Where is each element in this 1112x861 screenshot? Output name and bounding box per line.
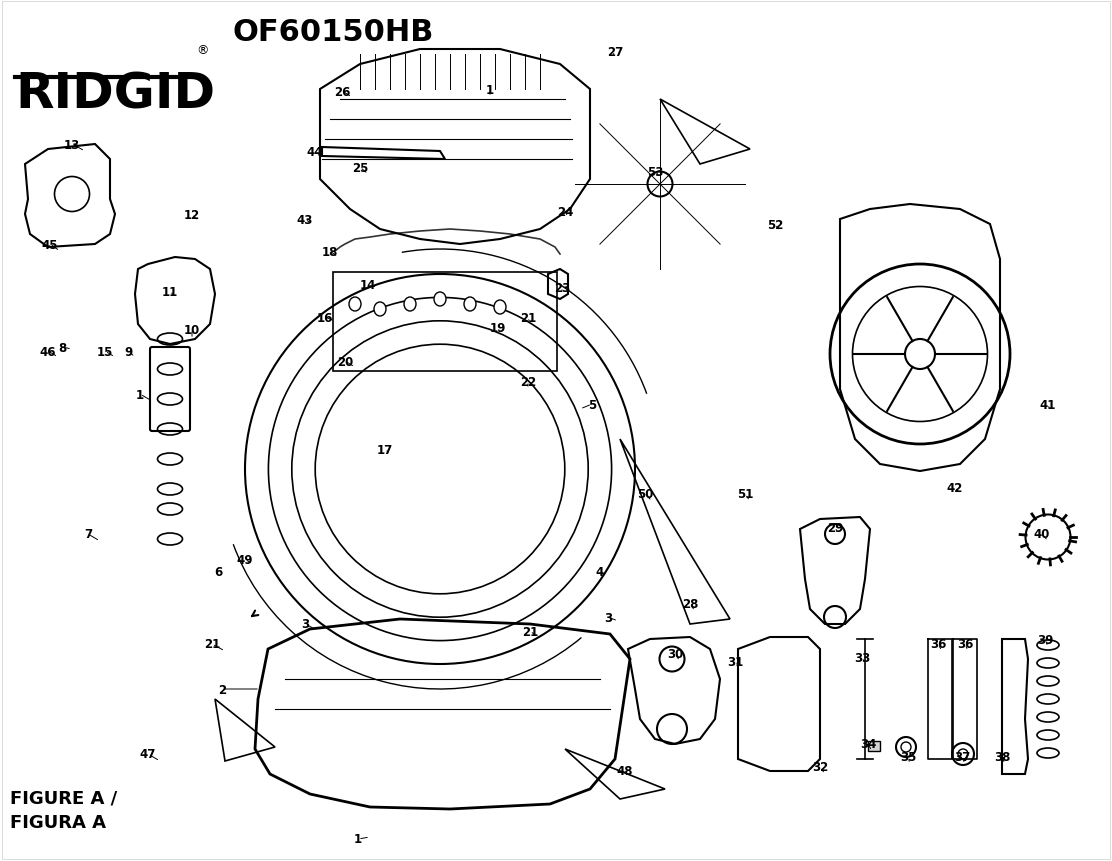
Text: 9: 9 — [123, 345, 132, 358]
Text: 22: 22 — [520, 375, 536, 388]
Text: 13: 13 — [63, 139, 80, 152]
Text: 24: 24 — [557, 205, 573, 218]
Text: OF60150HB: OF60150HB — [232, 18, 434, 47]
Text: 35: 35 — [900, 751, 916, 764]
Text: 45: 45 — [42, 238, 58, 251]
Text: 7: 7 — [83, 528, 92, 541]
Text: 25: 25 — [351, 161, 368, 174]
Text: 28: 28 — [682, 598, 698, 610]
Text: 31: 31 — [727, 654, 743, 668]
Text: 36: 36 — [956, 638, 973, 651]
Ellipse shape — [434, 293, 446, 307]
Text: 1: 1 — [354, 833, 363, 846]
Text: 50: 50 — [637, 488, 653, 501]
Text: 15: 15 — [97, 345, 113, 358]
Text: 1: 1 — [136, 388, 145, 401]
Ellipse shape — [647, 172, 673, 197]
Text: 34: 34 — [860, 738, 876, 751]
Text: 11: 11 — [162, 285, 178, 298]
Text: 32: 32 — [812, 760, 828, 773]
Ellipse shape — [349, 298, 361, 312]
Text: ®: ® — [196, 44, 209, 57]
Text: 16: 16 — [317, 311, 334, 324]
Text: 26: 26 — [334, 85, 350, 98]
Ellipse shape — [464, 298, 476, 312]
Text: 40: 40 — [1034, 528, 1050, 541]
Text: 21: 21 — [522, 625, 538, 638]
Text: 10: 10 — [183, 323, 200, 336]
Text: 29: 29 — [827, 521, 843, 534]
Text: 46: 46 — [40, 345, 57, 358]
Text: 19: 19 — [489, 321, 506, 334]
Text: 17: 17 — [377, 443, 394, 456]
Text: 8: 8 — [58, 341, 66, 354]
Text: 52: 52 — [767, 218, 783, 232]
Text: 12: 12 — [183, 208, 200, 221]
Text: 39: 39 — [1036, 633, 1053, 646]
Ellipse shape — [404, 298, 416, 312]
Text: 27: 27 — [607, 46, 623, 59]
Text: 30: 30 — [667, 647, 683, 660]
Ellipse shape — [374, 303, 386, 317]
Text: 44: 44 — [307, 146, 324, 158]
Text: 37: 37 — [954, 751, 970, 764]
Text: 41: 41 — [1040, 398, 1056, 411]
Text: 3: 3 — [301, 618, 309, 631]
Text: 51: 51 — [737, 488, 753, 501]
Text: 3: 3 — [604, 610, 612, 623]
Text: 2: 2 — [218, 683, 226, 696]
Text: 36: 36 — [930, 638, 946, 651]
Ellipse shape — [494, 300, 506, 314]
Text: 33: 33 — [854, 651, 870, 664]
Text: 5: 5 — [588, 398, 596, 411]
Text: 14: 14 — [360, 278, 376, 291]
Text: 49: 49 — [237, 553, 254, 566]
Text: 47: 47 — [140, 747, 156, 760]
Text: 48: 48 — [617, 765, 633, 777]
Text: 1: 1 — [486, 84, 494, 96]
Text: 43: 43 — [297, 214, 314, 226]
Text: 38: 38 — [994, 751, 1010, 764]
Text: 53: 53 — [647, 165, 663, 178]
Text: 42: 42 — [946, 481, 963, 494]
Text: 4: 4 — [596, 565, 604, 578]
FancyBboxPatch shape — [868, 741, 880, 751]
Text: 23: 23 — [554, 282, 570, 294]
Ellipse shape — [905, 339, 935, 369]
Text: 20: 20 — [337, 355, 354, 368]
Text: 18: 18 — [321, 245, 338, 258]
Text: 21: 21 — [520, 311, 536, 324]
Text: FIGURE A /
FIGURA A: FIGURE A / FIGURA A — [10, 789, 117, 831]
Text: 6: 6 — [214, 565, 222, 578]
Text: RIDGID: RIDGID — [14, 70, 215, 118]
Text: 21: 21 — [203, 638, 220, 651]
